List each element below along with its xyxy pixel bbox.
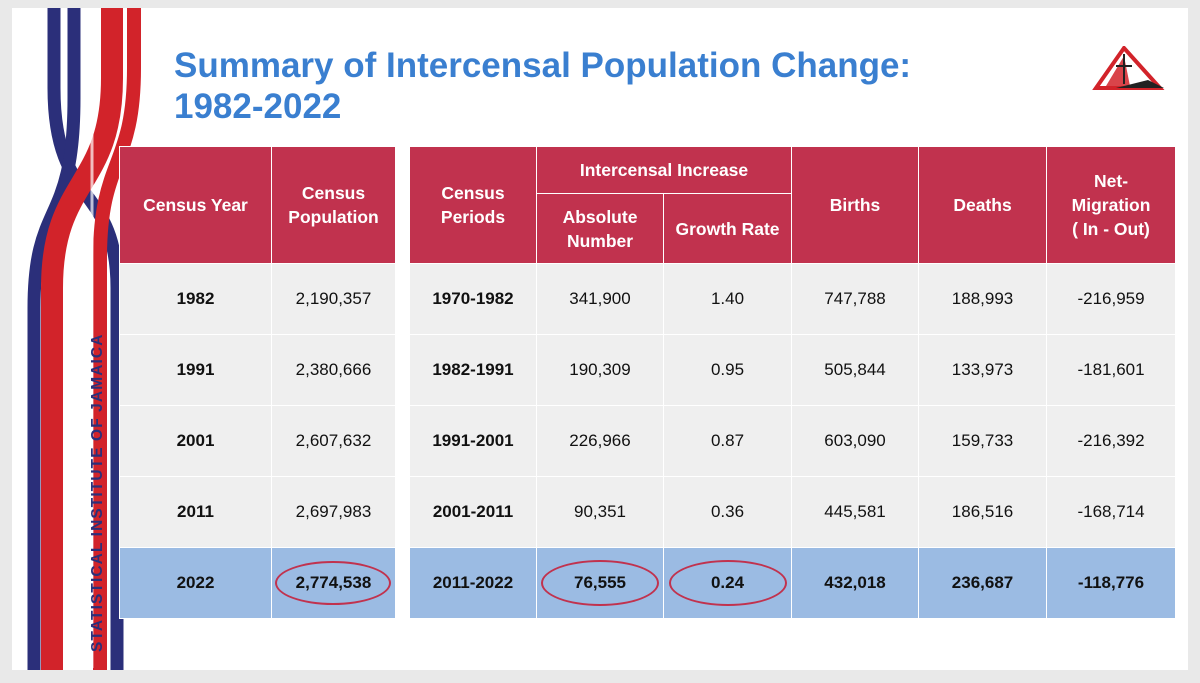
header-deaths: Deaths <box>918 146 1048 264</box>
census-year: 2001 <box>119 405 272 477</box>
net-migration: -216,392 <box>1046 405 1177 477</box>
table-row: 2001 2,607,632 <box>119 405 396 477</box>
absolute-number: 90,351 <box>536 476 664 548</box>
header-net-migration-line-2: Migration <box>1071 195 1151 215</box>
census-year: 2011 <box>119 476 272 548</box>
deaths: 186,516 <box>918 476 1048 548</box>
table-row-highlighted: 2022 2,774,538 <box>119 547 396 619</box>
statin-logo-icon <box>1092 46 1165 90</box>
header-net-migration: Net- Migration ( In - Out) <box>1046 146 1177 264</box>
census-population-circled: 2,774,538 <box>271 547 396 619</box>
header-census-periods: Census Periods <box>409 146 537 264</box>
absolute-number: 190,309 <box>536 334 664 406</box>
table-row: 1991 2,380,666 <box>119 334 396 406</box>
census-population: 2,697,983 <box>271 476 396 548</box>
growth-rate: 1.40 <box>662 263 793 335</box>
intercensal-change-table: Census Periods Intercensal Increase Birt… <box>409 146 1177 619</box>
census-population-table: Census Year Census Population 1982 2,190… <box>119 146 396 619</box>
census-year: 2022 <box>119 547 272 619</box>
decorative-ribbons <box>27 8 141 670</box>
absolute-number: 226,966 <box>536 405 664 477</box>
census-period: 1982-1991 <box>409 334 537 406</box>
births: 445,581 <box>791 476 920 548</box>
deaths: 133,973 <box>918 334 1048 406</box>
growth-rate: 0.95 <box>662 334 793 406</box>
deaths: 236,687 <box>918 547 1048 619</box>
header-net-migration-line-3: ( In - Out) <box>1072 219 1150 239</box>
table-row: 2011 2,697,983 <box>119 476 396 548</box>
census-period: 1991-2001 <box>409 405 537 477</box>
census-year: 1982 <box>119 263 272 335</box>
title-line-2: 1982-2022 <box>174 87 342 126</box>
net-migration: -168,714 <box>1046 476 1177 548</box>
page-title: Summary of Intercensal Population Change… <box>174 45 911 127</box>
header-intercensal-increase: Intercensal Increase <box>535 146 793 194</box>
deaths: 159,733 <box>918 405 1048 477</box>
header-census-year: Census Year <box>119 146 272 264</box>
census-population: 2,607,632 <box>271 405 396 477</box>
header-net-migration-line-1: Net- <box>1094 171 1129 191</box>
header-births: Births <box>791 146 920 264</box>
highlight-circle <box>275 561 392 605</box>
absolute-number-circled: 76,555 <box>536 547 664 619</box>
census-period: 2011-2022 <box>409 547 537 619</box>
table-row: 1970-1982 341,900 1.40 747,788 188,993 -… <box>409 263 1177 335</box>
births: 603,090 <box>791 405 920 477</box>
table-row: 1982 2,190,357 <box>119 263 396 335</box>
absolute-number: 341,900 <box>536 263 664 335</box>
census-period: 2001-2011 <box>409 476 537 548</box>
net-migration: -216,959 <box>1046 263 1177 335</box>
growth-rate: 0.87 <box>662 405 793 477</box>
deaths: 188,993 <box>918 263 1048 335</box>
census-period: 1970-1982 <box>409 263 537 335</box>
growth-rate-circled: 0.24 <box>662 547 793 619</box>
census-population: 2,190,357 <box>271 263 396 335</box>
slide: STATISTICAL INSTITUTE OF JAMAICA Summary… <box>12 8 1188 670</box>
births: 432,018 <box>791 547 920 619</box>
table-row: 1991-2001 226,966 0.87 603,090 159,733 -… <box>409 405 1177 477</box>
census-population: 2,380,666 <box>271 334 396 406</box>
net-migration: -181,601 <box>1046 334 1177 406</box>
births: 505,844 <box>791 334 920 406</box>
census-year: 1991 <box>119 334 272 406</box>
table-row-highlighted: 2011-2022 76,555 0.24 432,018 236,687 -1… <box>409 547 1177 619</box>
growth-rate: 0.36 <box>662 476 793 548</box>
header-absolute-number: Absolute Number <box>536 193 664 264</box>
institute-vertical-label: STATISTICAL INSTITUTE OF JAMAICA <box>89 333 106 653</box>
table-row: 1982-1991 190,309 0.95 505,844 133,973 -… <box>409 334 1177 406</box>
table-row: 2001-2011 90,351 0.36 445,581 186,516 -1… <box>409 476 1177 548</box>
title-line-1: Summary of Intercensal Population Change… <box>174 46 912 85</box>
header-census-population: Census Population <box>271 146 396 264</box>
births: 747,788 <box>791 263 920 335</box>
header-growth-rate: Growth Rate <box>662 193 793 264</box>
highlight-circle <box>541 560 659 606</box>
highlight-circle <box>668 560 787 606</box>
net-migration: -118,776 <box>1046 547 1177 619</box>
